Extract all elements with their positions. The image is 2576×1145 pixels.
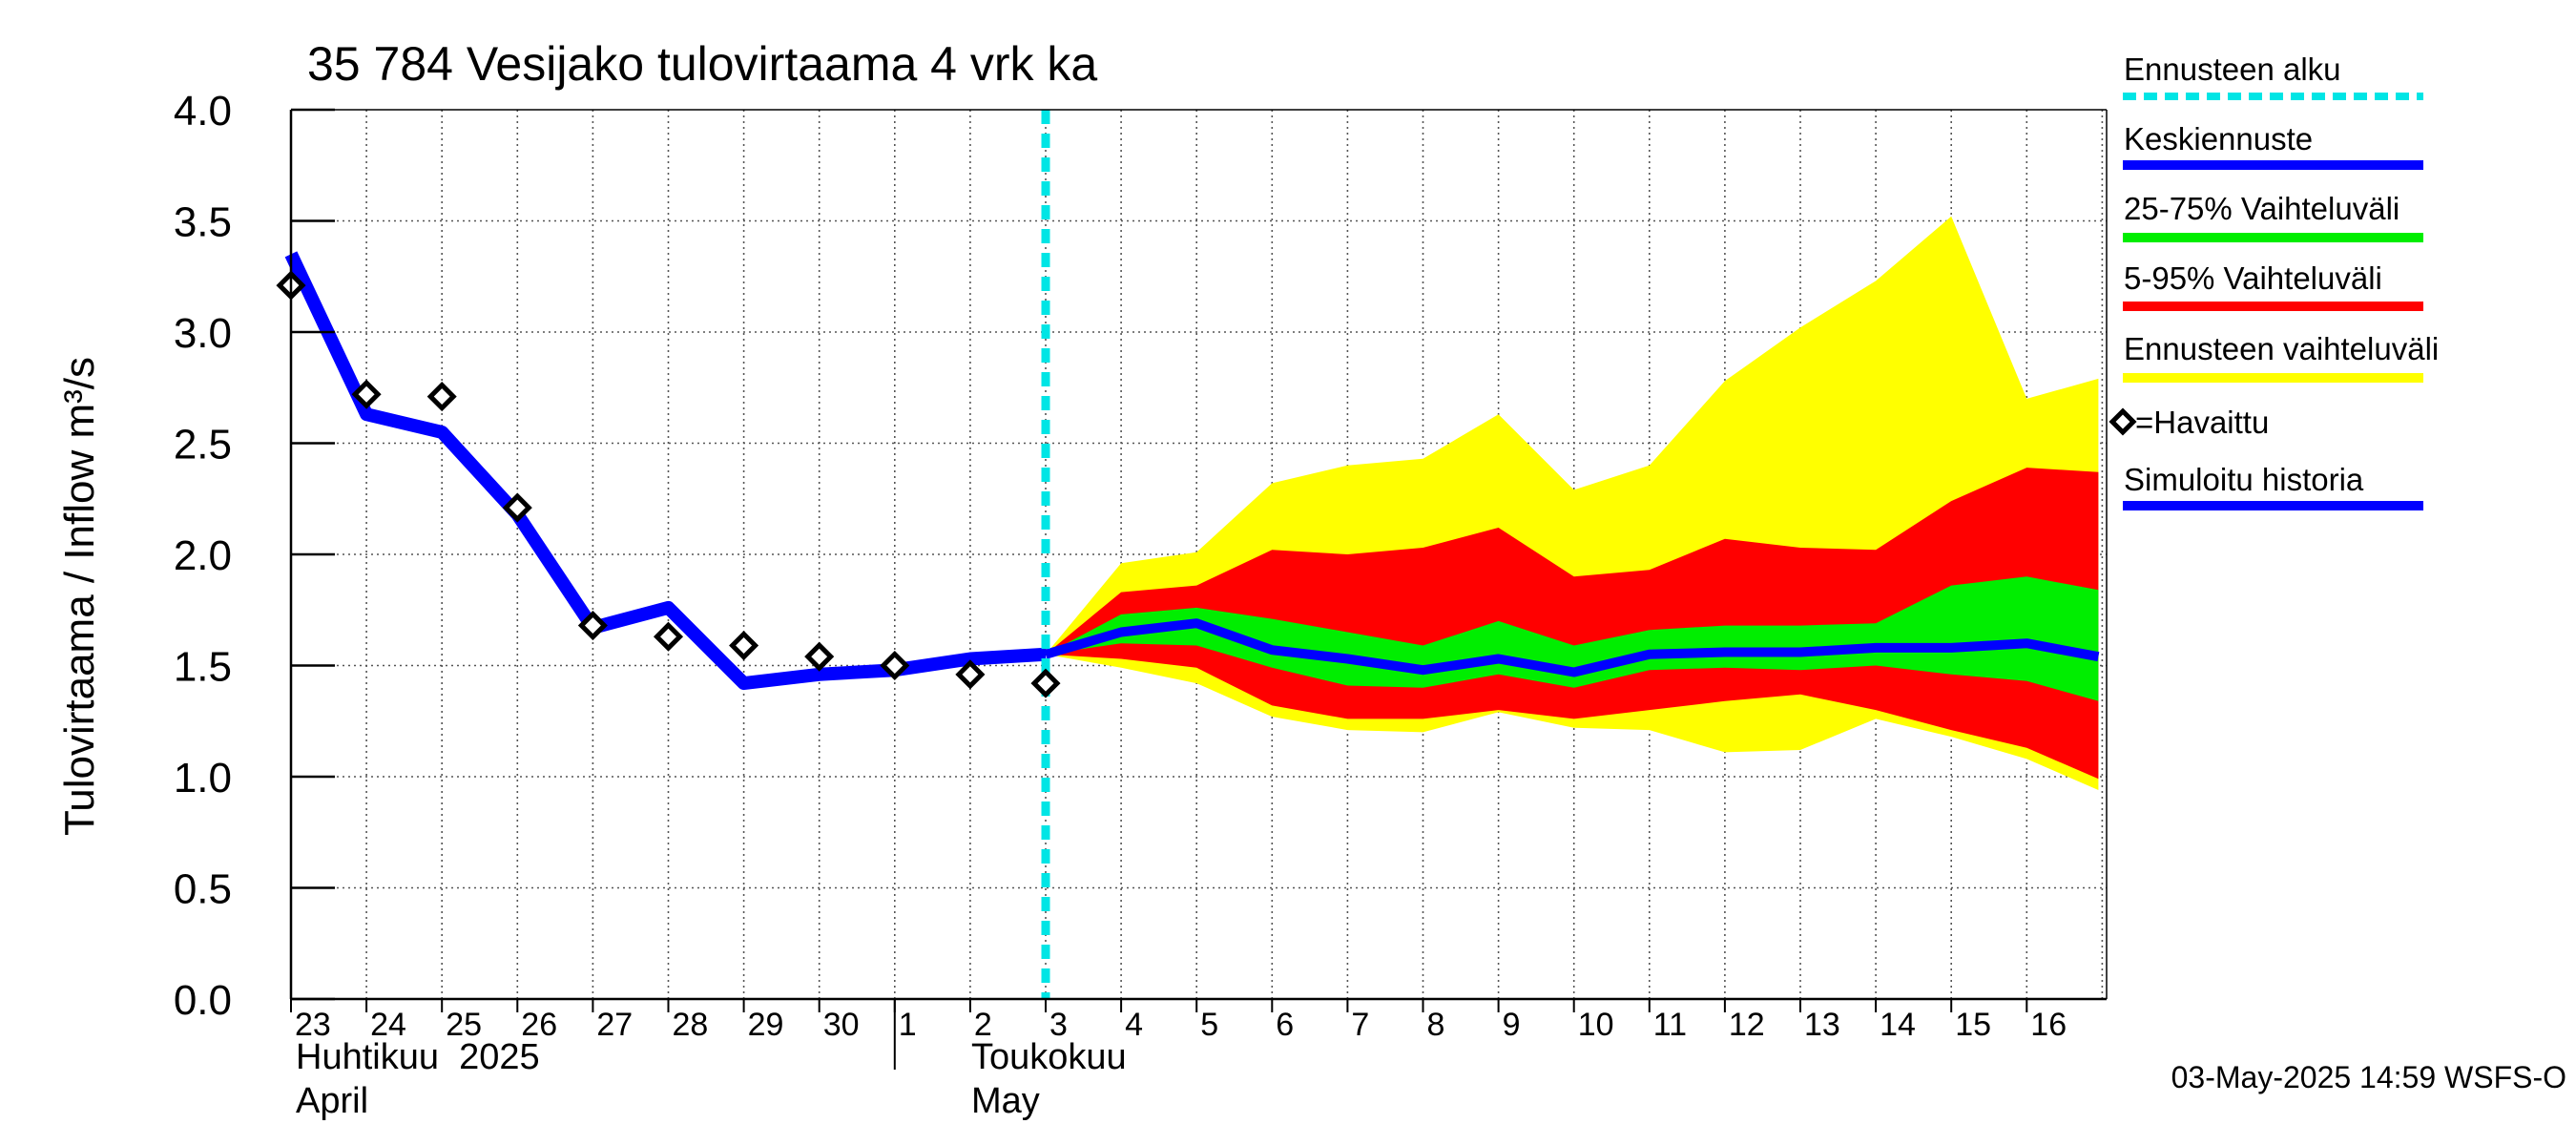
band-5-95 [1046, 468, 2099, 780]
legend-label: Simuloitu historia [2124, 462, 2364, 497]
havaittu-marker [653, 621, 684, 652]
y-tick-label: 1.5 [174, 644, 232, 691]
legend-label: Keskiennuste [2124, 121, 2313, 156]
axis-labels: 0.00.51.01.52.02.53.03.54.023 24 25 26 27 28 2… [174, 88, 2067, 1043]
legend: Ennusteen alku Keskiennuste 25-75% Vaihtel… [2109, 52, 2439, 510]
havaittu-marker [1030, 668, 1061, 698]
x-tick-label: 25 [446, 1007, 482, 1043]
havaittu-marker [577, 611, 608, 641]
x-tick-label: 9 [1503, 1007, 1521, 1043]
havaittu-marker [880, 650, 910, 681]
x-tick-label: 28 [673, 1007, 709, 1043]
x-tick-label: 14 [1880, 1007, 1916, 1043]
series-lines [284, 110, 2100, 999]
timestamp: 03-May-2025 14:59 WSFS-O [2171, 1060, 2566, 1094]
legend-label: Ennusteen vaihteluväli [2124, 331, 2439, 366]
x-tick-label: 10 [1578, 1007, 1614, 1043]
axes [289, 108, 2108, 1070]
havaittu-marker [502, 492, 532, 523]
havaittu-marker [955, 659, 986, 690]
havaittu-marker [426, 382, 457, 412]
legend-label: 25-75% Vaihteluväli [2124, 191, 2399, 226]
legend-label: Ennusteen alku [2124, 52, 2341, 87]
y-tick-label: 4.0 [174, 88, 232, 135]
line-keskiennuste [1044, 618, 2100, 677]
month-label-april-line1: Huhtikuu 2025 [296, 1037, 540, 1077]
x-tick-label: 16 [2030, 1007, 2067, 1043]
x-tick-label: 15 [1955, 1007, 1991, 1043]
havaittu-marker [351, 379, 382, 409]
x-tick-label: 30 [823, 1007, 860, 1043]
x-tick-label: 3 [1049, 1007, 1068, 1043]
y-tick-label: 1.0 [174, 755, 232, 802]
line-simuloitu-historia [284, 251, 1047, 691]
band-25-75 [1046, 576, 2099, 701]
x-tick-label: 29 [748, 1007, 784, 1043]
x-tick-label: 27 [596, 1007, 633, 1043]
y-tick-label: 0.5 [174, 866, 232, 913]
x-tick-label: 12 [1729, 1007, 1765, 1043]
havaittu-marker [729, 630, 759, 661]
x-tick-label: 23 [295, 1007, 331, 1043]
x-tick-label: 8 [1427, 1007, 1445, 1043]
y-tick-label: 3.5 [174, 199, 232, 246]
y-tick-label: 2.0 [174, 532, 232, 579]
x-tick-label: 4 [1125, 1007, 1143, 1043]
x-tick-label: 11 [1653, 1007, 1687, 1043]
x-tick-label: 13 [1804, 1007, 1840, 1043]
x-tick-label: 5 [1200, 1007, 1218, 1043]
month-label-may-line1: Toukokuu [971, 1037, 1127, 1077]
chart-title: 35 784 Vesijako tulovirtaama 4 vrk ka [307, 37, 1097, 91]
havaittu-marker [804, 641, 835, 672]
month-label-may-line2: May [971, 1081, 1040, 1121]
y-tick-label: 2.5 [174, 422, 232, 468]
x-tick-label: 1 [899, 1007, 917, 1043]
month-label-april-line2: April [296, 1081, 368, 1121]
x-tick-label: 7 [1351, 1007, 1369, 1043]
legend-marker-havaittu [2109, 407, 2137, 436]
y-axis-label: Tulovirtaama / Inflow m³/s [56, 357, 103, 836]
x-tick-label: 26 [521, 1007, 557, 1043]
observed-markers [276, 270, 1061, 698]
legend-label: =Havaittu [2135, 405, 2269, 440]
y-tick-label: 0.0 [174, 977, 232, 1024]
x-tick-label: 2 [974, 1007, 992, 1043]
y-tick-label: 3.0 [174, 310, 232, 357]
x-tick-label: 6 [1276, 1007, 1294, 1043]
x-tick-label: 24 [370, 1007, 406, 1043]
legend-label: 5-95% Vaihteluväli [2124, 260, 2382, 296]
